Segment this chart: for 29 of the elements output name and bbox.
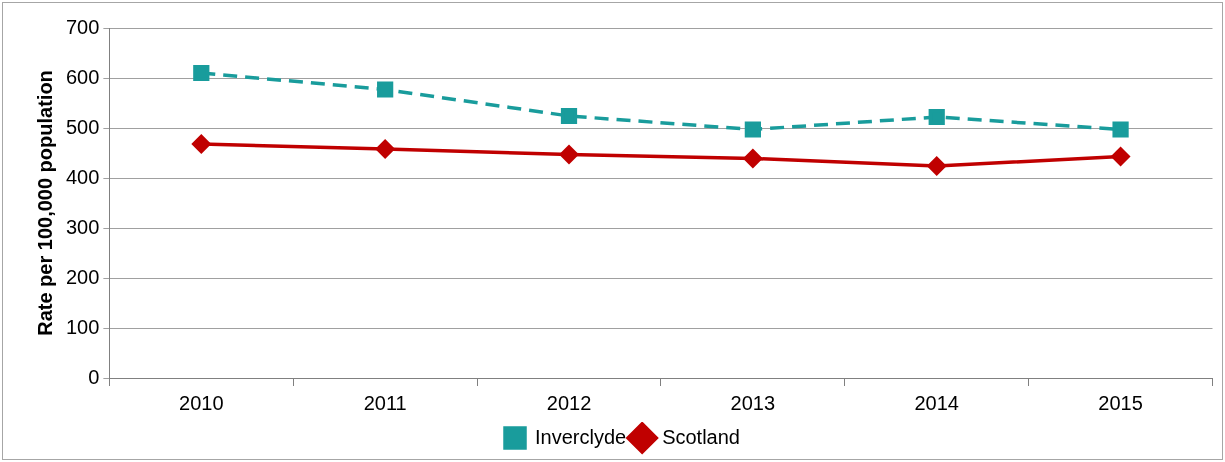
- y-tick-label: 0: [88, 365, 100, 388]
- legend-label: Scotland: [662, 425, 740, 448]
- x-tick-label: 2014: [914, 391, 959, 414]
- point: [377, 81, 394, 98]
- x-tick-label: 2013: [730, 391, 776, 414]
- point: [193, 64, 210, 82]
- x-tick-label: 2015: [1098, 391, 1143, 414]
- point: [559, 145, 579, 164]
- point: [928, 108, 945, 126]
- point: [744, 121, 761, 138]
- point: [1111, 147, 1130, 166]
- point: [192, 134, 211, 154]
- x-tick-label: 2010: [179, 391, 224, 414]
- y-axis-title: Rate per 100,000 population: [33, 70, 56, 336]
- y-tick-label: 700: [65, 15, 100, 38]
- y-tick-label: 600: [65, 65, 100, 88]
- point: [560, 107, 578, 125]
- y-tick-label: 500: [65, 115, 100, 138]
- point: [375, 139, 395, 159]
- y-tick-label: 100: [65, 315, 100, 338]
- point: [1112, 121, 1129, 138]
- point: [927, 156, 946, 176]
- y-tick-label: 300: [65, 215, 100, 238]
- legend-label: Inverclyde: [535, 425, 627, 448]
- point: [743, 149, 763, 168]
- x-tick-label: 2012: [546, 391, 592, 414]
- y-tick-label: 400: [65, 165, 100, 188]
- y-tick-label: 200: [65, 265, 100, 288]
- x-tick-label: 2011: [363, 391, 407, 414]
